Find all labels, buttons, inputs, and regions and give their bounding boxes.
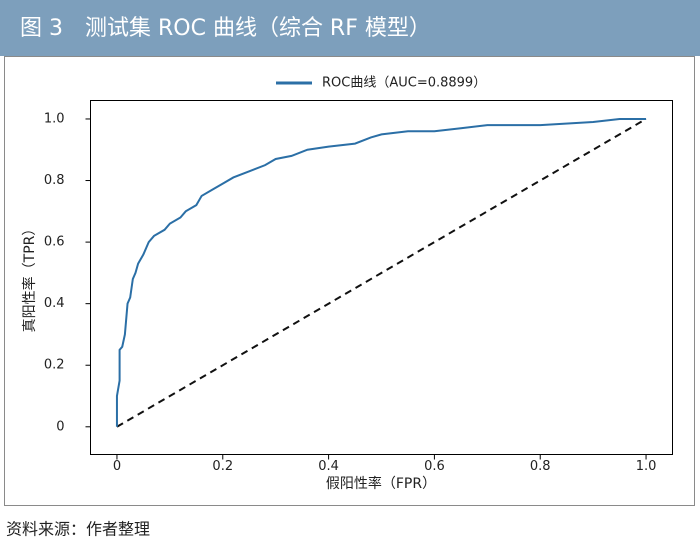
- y-axis-label: 真阳性率（TPR）: [21, 222, 38, 333]
- x-tick-label: 0.8: [530, 459, 551, 474]
- y-tick-label: 1.0: [44, 111, 65, 126]
- x-axis-label: 假阳性率（FPR）: [326, 475, 436, 492]
- source-note: 资料来源：作者整理: [6, 520, 150, 539]
- x-tick-label: 0.4: [318, 459, 339, 474]
- y-tick-label: 0.6: [44, 235, 65, 250]
- y-tick-label: 0.4: [44, 296, 65, 311]
- header-title: 图 3 测试集 ROC 曲线（综合 RF 模型）: [20, 16, 431, 41]
- legend-label: ROC曲线（AUC=0.8899）: [322, 76, 486, 91]
- chart-frame: [4, 56, 695, 506]
- x-tick-label: 0: [113, 459, 121, 474]
- roc-line: [115, 117, 647, 427]
- y-tick-label: 0: [56, 419, 64, 434]
- plot-frame: [90, 100, 673, 455]
- x-tick-label: 1.0: [636, 459, 657, 474]
- x-tick-label: 0.2: [212, 459, 233, 474]
- x-tick-label: 0.6: [424, 459, 445, 474]
- y-tick-label: 0.2: [44, 358, 65, 373]
- reference-line: [116, 118, 647, 428]
- header-bar: [0, 0, 700, 56]
- y-tick-label: 0.8: [44, 173, 65, 188]
